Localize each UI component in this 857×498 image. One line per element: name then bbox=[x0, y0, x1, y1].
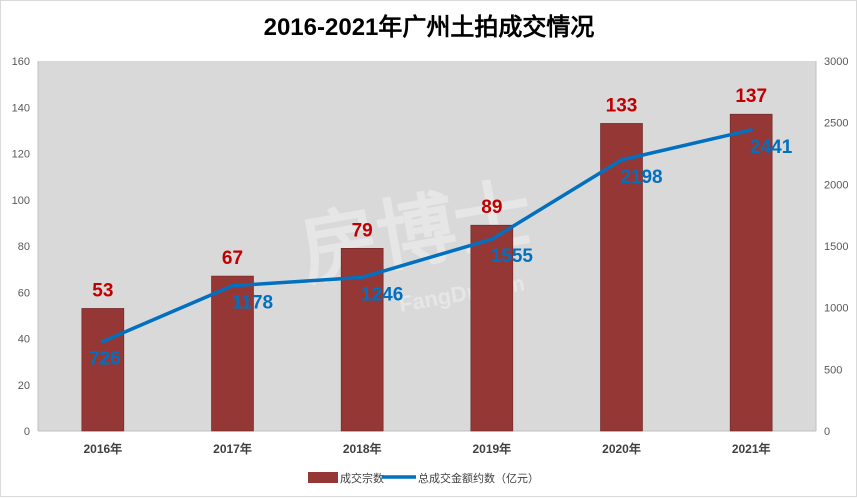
y-left-tick-label: 40 bbox=[18, 334, 30, 346]
x-tick-label: 2019年 bbox=[472, 441, 511, 456]
y-right-tick-label: 2000 bbox=[824, 179, 848, 191]
bar-data-label: 67 bbox=[222, 248, 243, 269]
x-tick-label: 2018年 bbox=[343, 441, 382, 456]
plot-area bbox=[38, 61, 816, 431]
legend-swatch-bar bbox=[308, 472, 338, 483]
y-right-tick-label: 1000 bbox=[824, 303, 848, 315]
bar bbox=[600, 123, 643, 432]
x-tick-label: 2017年 bbox=[213, 441, 252, 456]
chart-title: 2016-2021年广州土拍成交情况 bbox=[264, 13, 595, 41]
y-right-tick-label: 500 bbox=[824, 364, 842, 376]
line-data-label: 2198 bbox=[620, 167, 662, 188]
bar bbox=[470, 224, 514, 432]
y-right-tick-label: 0 bbox=[824, 426, 830, 438]
line-data-label: 2441 bbox=[750, 137, 793, 158]
y-right-tick-label: 2500 bbox=[824, 118, 848, 130]
x-tick-label: 2021年 bbox=[732, 441, 771, 456]
y-left-tick-label: 100 bbox=[12, 195, 30, 207]
y-left-tick-label: 20 bbox=[18, 380, 30, 392]
legend-label-bar: 成交宗数 bbox=[340, 471, 384, 485]
y-left-tick-label: 160 bbox=[12, 56, 30, 68]
y-left-tick-label: 60 bbox=[18, 287, 30, 299]
bar-data-label: 79 bbox=[352, 220, 373, 241]
legend-label-line: 总成交金额约数（亿元） bbox=[418, 471, 539, 485]
series-line-total-amount bbox=[101, 128, 753, 344]
bar bbox=[729, 113, 773, 432]
y-left-tick-label: 120 bbox=[12, 149, 30, 161]
x-tick-label: 2016年 bbox=[83, 441, 122, 456]
bar-data-label: 133 bbox=[606, 95, 638, 116]
bar bbox=[81, 308, 125, 432]
y-right-tick-label: 1500 bbox=[824, 241, 848, 253]
y-left-tick-label: 80 bbox=[18, 241, 30, 253]
y-left-tick-label: 140 bbox=[12, 102, 30, 114]
bar-data-label: 89 bbox=[481, 197, 502, 218]
line-data-label: 1178 bbox=[232, 293, 273, 314]
line-data-label: 1555 bbox=[491, 246, 534, 267]
bar-data-label: 137 bbox=[735, 86, 767, 107]
line-data-label: 1246 bbox=[361, 284, 403, 305]
bar bbox=[211, 275, 254, 432]
y-right-tick-label: 3000 bbox=[824, 56, 848, 68]
bar-data-label: 53 bbox=[92, 280, 113, 301]
y-left-tick-label: 0 bbox=[24, 426, 30, 438]
x-tick-label: 2020年 bbox=[602, 441, 641, 456]
line-data-label: 726 bbox=[89, 348, 121, 369]
